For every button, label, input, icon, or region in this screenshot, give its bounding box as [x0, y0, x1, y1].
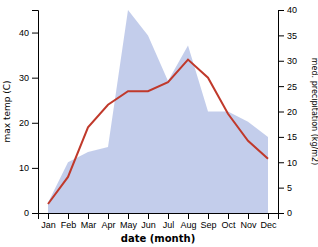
tick-mark [32, 33, 38, 34]
axis-line [279, 11, 285, 214]
tick-label: May [120, 220, 138, 230]
tick: 40 [278, 5, 297, 15]
tick-mark [278, 86, 284, 87]
tick-mark [278, 112, 284, 113]
tick-mark [88, 213, 89, 219]
tick-mark [278, 61, 284, 62]
tick-mark [148, 213, 149, 219]
tick: Nov [240, 213, 257, 230]
y-axis: 0 10 20 30 40 [19, 11, 39, 219]
line [48, 60, 268, 204]
tick-mark [48, 213, 49, 219]
tick-label: Dec [260, 220, 277, 230]
tick-label: Jun [141, 220, 156, 230]
tick-label: Jan [41, 220, 56, 230]
tick-mark [188, 213, 189, 219]
tick-label: Jul [163, 220, 175, 230]
tick-label: 30 [19, 73, 29, 83]
tick-label: 10 [287, 158, 297, 168]
axis-line [32, 11, 39, 214]
tick-label: 10 [19, 163, 29, 173]
area [48, 10, 268, 213]
tick-label: 35 [287, 31, 297, 41]
tick-label: 30 [287, 56, 297, 66]
tick-mark [278, 35, 284, 36]
tick-mark [108, 213, 109, 219]
tick-label: 0 [24, 208, 29, 218]
tick-mark [32, 123, 38, 124]
tick: Aug [180, 213, 196, 230]
tick: 0 [24, 208, 38, 218]
tick: 30 [278, 56, 297, 66]
tick: 25 [278, 82, 297, 92]
tick-label: Apr [101, 220, 115, 230]
tick-mark [32, 78, 38, 79]
tick-mark [228, 213, 229, 219]
tick: Jan [41, 213, 56, 230]
tick-mark [128, 213, 129, 219]
tick: Feb [61, 213, 77, 230]
y2-axis-title: med. precipitation (kg/m2) [310, 58, 318, 165]
tick-mark [32, 213, 38, 214]
axis-line [39, 214, 279, 220]
x-axis-title: date (month) [121, 233, 195, 244]
x-axis: Jan Feb Mar Apr MayJun Jul Aug Sep Oct NovDec [39, 213, 279, 230]
tick-label: Aug [180, 220, 196, 230]
tick: 0 [278, 208, 292, 218]
tick-mark [168, 213, 169, 219]
tick: 10 [19, 163, 38, 173]
tick-mark [278, 162, 284, 163]
tick-label: 5 [287, 183, 292, 193]
tick: 30 [19, 73, 38, 83]
tick: 5 [278, 183, 292, 193]
marks [48, 10, 268, 213]
tick: 20 [278, 107, 297, 117]
tick-mark [32, 168, 38, 169]
tick-label: Nov [240, 220, 257, 230]
tick: Dec [260, 213, 277, 230]
tick-mark [248, 213, 249, 219]
tick: Sep [200, 213, 216, 230]
tick-label: 25 [287, 82, 297, 92]
tick-label: 0 [287, 208, 292, 218]
tick-mark [278, 188, 284, 189]
tick: 35 [278, 31, 297, 41]
tick-mark [268, 213, 269, 219]
tick-mark [278, 10, 284, 11]
tick: May [120, 213, 138, 230]
tick: 10 [278, 158, 297, 168]
tick: Jun [141, 213, 156, 230]
tick-label: Sep [200, 220, 216, 230]
tick-label: 40 [287, 5, 297, 15]
tick-mark [208, 213, 209, 219]
y-axis-title: max temp (C) [2, 80, 12, 142]
y2-axis: 0 5 10 15 20 25 30 35 40 [278, 5, 297, 218]
tick-mark [68, 213, 69, 219]
tick-label: 40 [19, 28, 29, 38]
tick-label: 20 [287, 107, 297, 117]
plot-area: Jan Feb Mar Apr MayJun Jul Aug Sep Oct NovDec 0 10 2… [19, 5, 297, 230]
tick: 20 [19, 118, 38, 128]
tick: Mar [81, 213, 97, 230]
tick-label: 15 [287, 132, 297, 142]
tick-label: Mar [81, 220, 97, 230]
tick-label: 20 [19, 118, 29, 128]
tick: Oct [221, 213, 236, 230]
tick: 15 [278, 132, 297, 142]
tick-mark [278, 213, 284, 214]
tick-mark [278, 137, 284, 138]
tick: Apr [101, 213, 115, 230]
tick: 40 [19, 28, 38, 38]
tick-label: Feb [61, 220, 77, 230]
tick-label: Oct [221, 220, 236, 230]
tick: Jul [163, 213, 175, 230]
chart: Jan Feb Mar Apr MayJun Jul Aug Sep Oct NovDec 0 10 2… [0, 0, 318, 247]
